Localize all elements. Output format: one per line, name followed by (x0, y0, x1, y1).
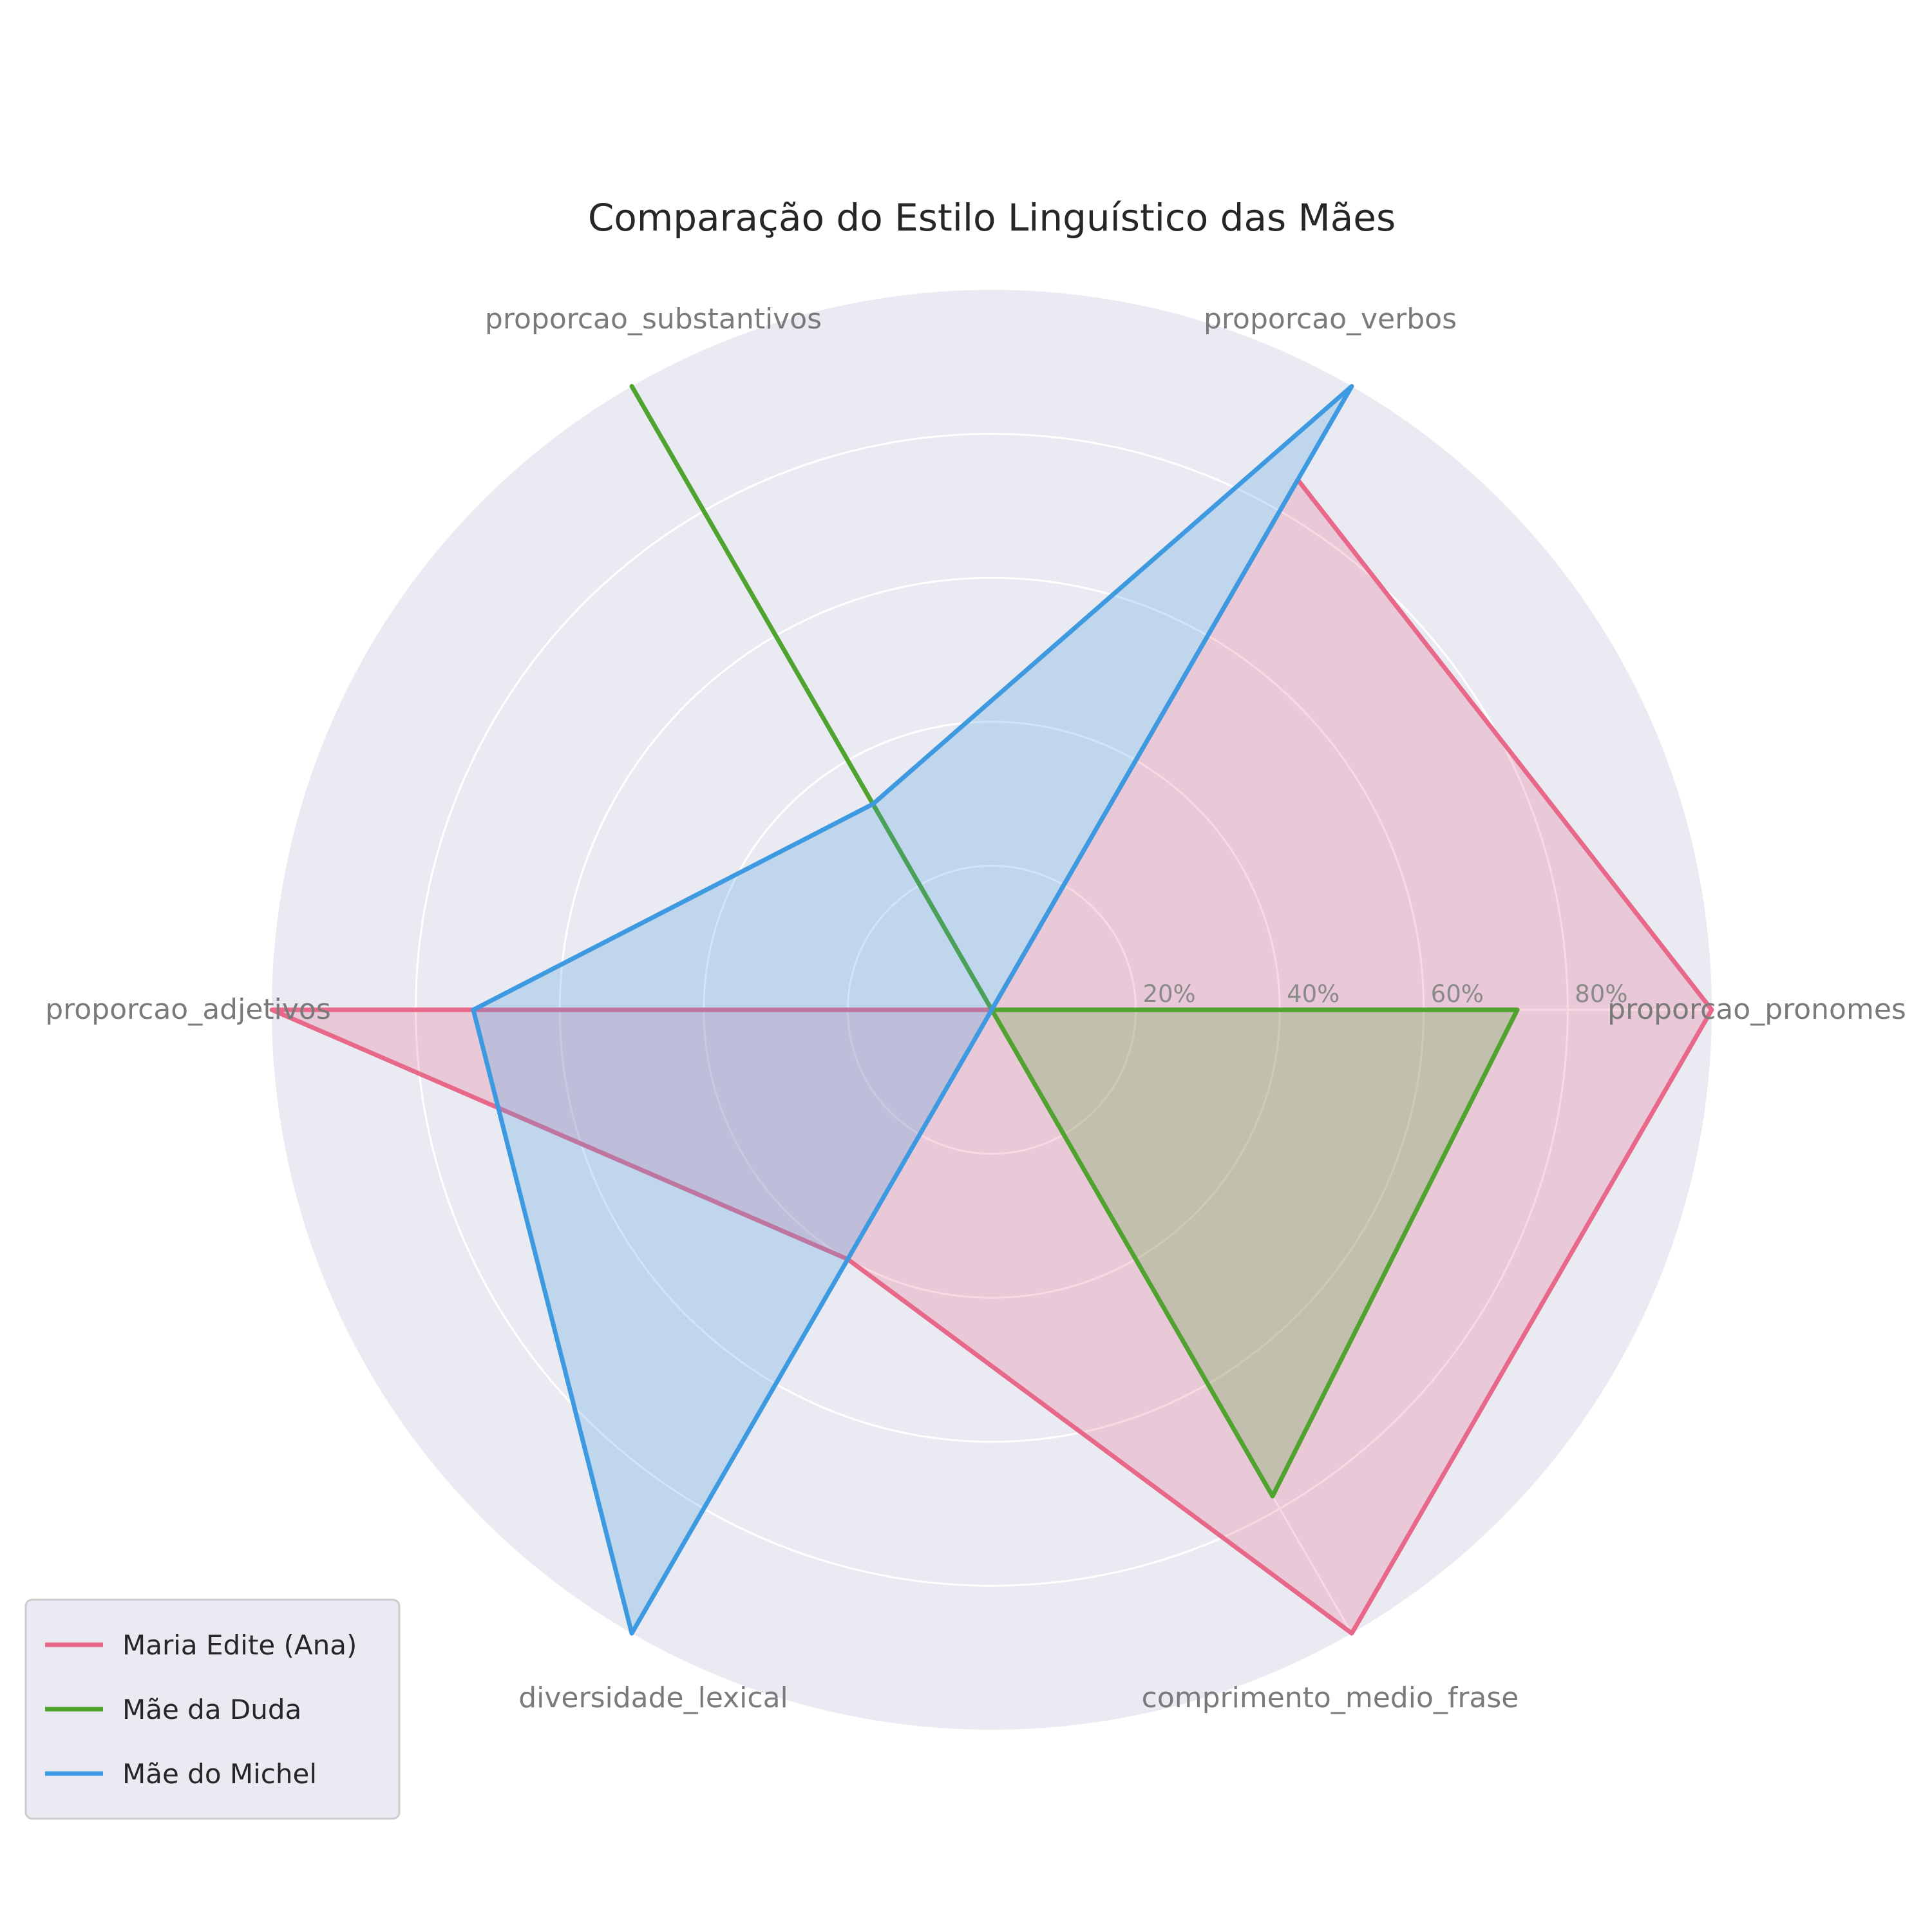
legend-label-m-e-do-michel: Mãe do Michel (122, 1758, 317, 1790)
series-fill-m-e-da-duda (632, 386, 1518, 1497)
axis-label-proporcao_verbos: proporcao_verbos (1204, 303, 1457, 336)
r-tick-label-80: 80% (1575, 980, 1627, 1008)
axis-label-proporcao_adjetivos: proporcao_adjetivos (45, 993, 331, 1026)
legend: Maria Edite (Ana) Mãe da Duda Mãe do Miche… (24, 1598, 401, 1820)
series-layer (269, 384, 1714, 1636)
series-line-m-e-da-duda (629, 384, 1520, 1499)
axis-label-proporcao_pronomes: proporcao_pronomes (1607, 993, 1906, 1026)
legend-label-m-e-da-duda: Mãe da Duda (122, 1694, 301, 1725)
chart-title: Comparação do Estilo Linguístico das Mãe… (588, 196, 1396, 240)
tick-layer: 20% 40% 60% 80% (1142, 980, 1627, 1008)
axis-label-diversidade_lexical: diversidade_lexical (518, 1681, 788, 1714)
series-line-m-e-do-michel (471, 384, 1354, 1636)
r-tick-label-40: 40% (1287, 980, 1340, 1008)
axis-label-proporcao_substantivos: proporcao_substantivos (485, 303, 822, 336)
series-fill-m-e-do-michel (473, 386, 1352, 1634)
legend-label-maria-edite-ana: Maria Edite (Ana) (122, 1629, 357, 1661)
axis-label-layer: proporcao_pronomesproporcao_verbospropor… (45, 303, 1906, 1714)
r-tick-label-20: 20% (1142, 980, 1195, 1008)
legend-box (24, 1598, 401, 1820)
r-tick-label-60: 60% (1431, 980, 1484, 1008)
series-fill-maria-edite-ana (272, 480, 1712, 1634)
axis-label-comprimento_medio_frase: comprimento_medio_frase (1142, 1681, 1519, 1714)
